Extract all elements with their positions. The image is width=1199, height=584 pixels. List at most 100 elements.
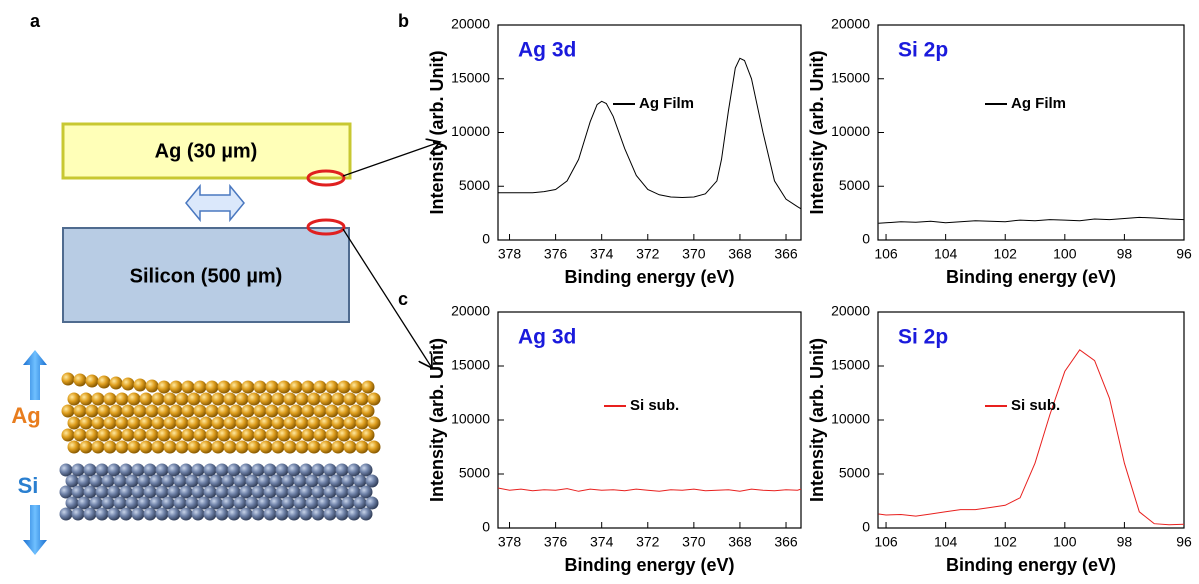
x-tick-label: 98 xyxy=(1117,534,1133,550)
si-atom xyxy=(348,508,361,521)
si-atom xyxy=(306,497,319,510)
ag-atom xyxy=(140,417,153,430)
ag-atom xyxy=(68,393,81,406)
y-tick-label: 20000 xyxy=(831,16,870,32)
si-atom xyxy=(354,497,367,510)
x-tick-label: 378 xyxy=(498,246,522,262)
si-atom xyxy=(210,475,223,488)
si-atom xyxy=(330,475,343,488)
ag-atom xyxy=(170,429,183,442)
x-tick-label: 366 xyxy=(774,246,798,262)
ag-atom xyxy=(98,376,111,389)
ag-atom xyxy=(332,417,345,430)
ag-atom xyxy=(188,441,201,454)
legend-label: Si sub. xyxy=(630,397,679,414)
si-atom xyxy=(102,475,115,488)
ag-atom xyxy=(86,405,99,418)
ag-atom xyxy=(362,405,375,418)
si-atom xyxy=(96,464,109,477)
y-tick-label: 15000 xyxy=(451,69,490,85)
ag-atom xyxy=(260,417,273,430)
si-atom xyxy=(324,508,337,521)
ag-atom xyxy=(152,417,165,430)
si-atom xyxy=(96,486,109,499)
y-tick-label: 0 xyxy=(862,519,870,535)
y-tick-label: 15000 xyxy=(451,357,490,373)
ag-atom xyxy=(218,405,231,418)
panel-label: c xyxy=(398,289,408,309)
ag-atom xyxy=(266,405,279,418)
ag-atom xyxy=(362,429,375,442)
ag-atom xyxy=(296,417,309,430)
ag-atom xyxy=(128,393,141,406)
ag-atom xyxy=(350,429,363,442)
x-tick-label: 366 xyxy=(774,534,798,550)
y-tick-label: 10000 xyxy=(831,123,870,139)
ag-atom xyxy=(356,441,369,454)
x-tick-label: 374 xyxy=(590,534,614,550)
ag-atom xyxy=(74,429,87,442)
ag-atom xyxy=(320,393,333,406)
x-axis-label: Binding energy (eV) xyxy=(946,267,1116,287)
ag-atom xyxy=(188,417,201,430)
ag-atom xyxy=(80,393,93,406)
si-atom xyxy=(360,486,373,499)
ag-atom xyxy=(110,377,123,390)
ag-atom xyxy=(146,380,159,393)
ag-layer-label: Ag (30 µm) xyxy=(155,140,258,162)
si-atom xyxy=(276,508,289,521)
si-atom xyxy=(102,497,115,510)
ag-atom xyxy=(320,417,333,430)
panel-label: a xyxy=(30,11,41,31)
ag-atom xyxy=(248,441,261,454)
si-atom xyxy=(312,464,325,477)
data-line xyxy=(498,488,801,491)
ag-atom xyxy=(212,417,225,430)
si-atom xyxy=(132,508,145,521)
y-tick-label: 0 xyxy=(482,519,490,535)
si-atom xyxy=(312,508,325,521)
si-atom xyxy=(258,497,271,510)
si-atom xyxy=(162,475,175,488)
ag-atom xyxy=(368,393,381,406)
ag-atom xyxy=(236,417,249,430)
ag-atom xyxy=(242,405,255,418)
ag-atom xyxy=(182,405,195,418)
ag-atom xyxy=(368,441,381,454)
si-atom xyxy=(366,475,379,488)
ag-atom xyxy=(272,393,285,406)
panel-title: Ag 3d xyxy=(518,39,576,62)
ag-atom xyxy=(254,405,267,418)
si-atom xyxy=(336,464,349,477)
down-arrow xyxy=(23,505,47,555)
ag-atom xyxy=(86,375,99,388)
si-atom xyxy=(120,508,133,521)
si-atom xyxy=(150,497,163,510)
pointer-arrow xyxy=(343,229,432,368)
ag-atom xyxy=(302,381,315,394)
ag-atom xyxy=(290,405,303,418)
ag-atom xyxy=(206,429,219,442)
y-tick-label: 0 xyxy=(862,231,870,247)
ag-atom xyxy=(224,441,237,454)
x-tick-label: 368 xyxy=(728,534,752,550)
ag-atom xyxy=(218,429,231,442)
si-atom xyxy=(210,497,223,510)
si-atom xyxy=(342,497,355,510)
ag-atom xyxy=(176,441,189,454)
ag-atom xyxy=(134,429,147,442)
ag-atom xyxy=(290,429,303,442)
ag-atom xyxy=(344,393,357,406)
ag-atom xyxy=(62,373,75,386)
si-atom xyxy=(342,475,355,488)
si-atom xyxy=(282,475,295,488)
si-atom xyxy=(204,486,217,499)
ag-atom xyxy=(74,374,87,387)
ag-atom xyxy=(182,381,195,394)
si-atom xyxy=(228,508,241,521)
si-atom xyxy=(324,486,337,499)
si-atom xyxy=(246,497,259,510)
si-atom xyxy=(186,475,199,488)
ag-atom xyxy=(170,381,183,394)
ag-atom xyxy=(194,405,207,418)
